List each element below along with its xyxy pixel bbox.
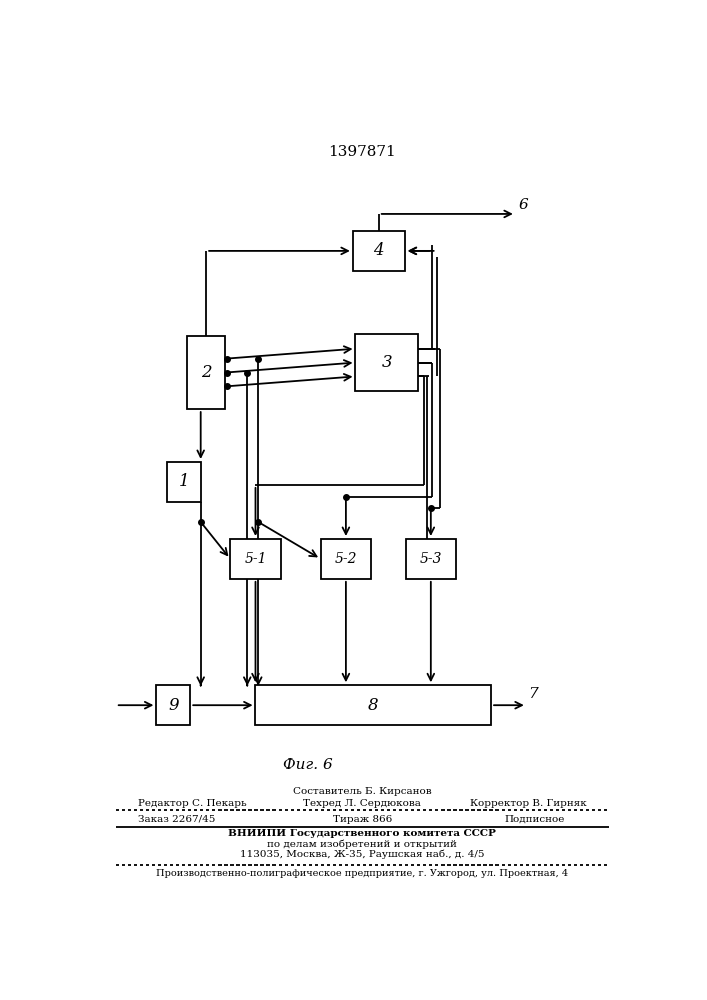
Bar [406,539,456,579]
Text: 1397871: 1397871 [329,145,396,159]
Bar [353,231,405,271]
Text: ВНИИПИ Государственного комитета СССР: ВНИИПИ Государственного комитета СССР [228,829,496,838]
Text: Фиг. 6: Фиг. 6 [283,758,332,772]
Text: Подписное: Подписное [505,815,565,824]
Text: Тираж 866: Тираж 866 [333,815,392,824]
Text: Корректор В. Гирняк: Корректор В. Гирняк [470,799,587,808]
Bar [168,462,201,502]
Text: Редактор С. Пекарь: Редактор С. Пекарь [138,799,246,808]
Text: 5-3: 5-3 [419,552,442,566]
Text: 2: 2 [201,364,211,381]
Text: 113035, Москва, Ж-35, Раушская наб., д. 4/5: 113035, Москва, Ж-35, Раушская наб., д. … [240,850,484,859]
Text: 7: 7 [528,687,537,701]
Text: Производственно-полиграфическое предприятие, г. Ужгород, ул. Проектная, 4: Производственно-полиграфическое предприя… [156,869,568,878]
Text: 4: 4 [373,242,384,259]
Text: Составитель Б. Кирсанов: Составитель Б. Кирсанов [293,787,432,796]
Bar [321,539,371,579]
Text: Техред Л. Сердюкова: Техред Л. Сердюкова [303,799,421,808]
Text: 5-2: 5-2 [334,552,357,566]
Text: 5-1: 5-1 [244,552,267,566]
Text: 8: 8 [368,697,379,714]
Bar [255,685,491,725]
Text: Заказ 2267/45: Заказ 2267/45 [138,815,215,824]
Text: по делам изобретений и открытий: по делам изобретений и открытий [267,839,457,849]
Text: 9: 9 [168,697,179,714]
Text: 3: 3 [382,354,392,371]
Bar [187,336,226,409]
Bar [156,685,190,725]
Text: 1: 1 [179,473,189,490]
Bar [230,539,281,579]
Bar [356,334,419,391]
Text: 6: 6 [518,198,528,212]
